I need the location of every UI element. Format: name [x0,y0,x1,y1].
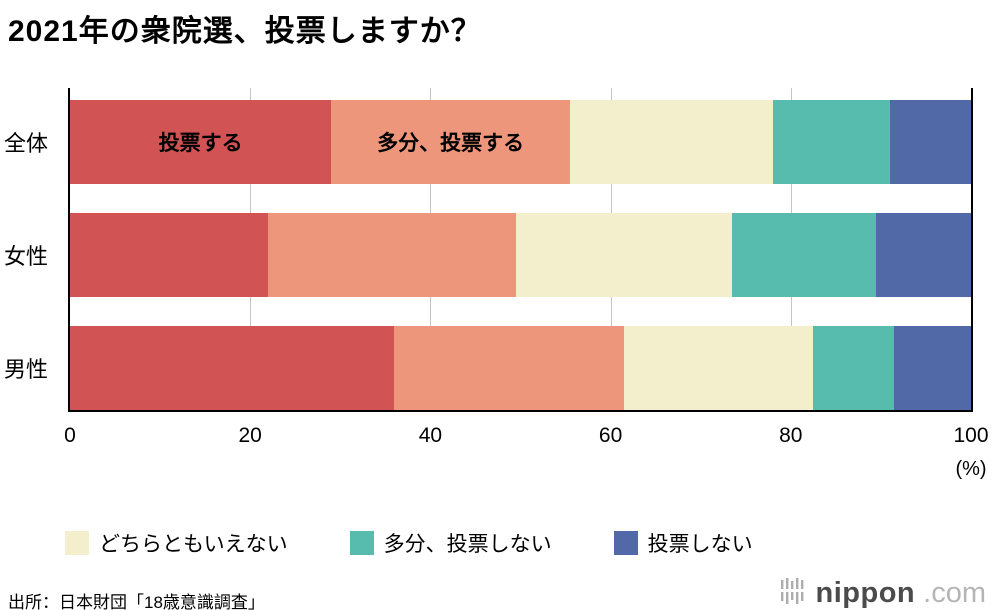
legend-label: 投票しない [647,533,753,556]
x-tick-label: 20 [238,424,262,447]
bar-segment [268,213,516,297]
logo-text-nippon: nippon [815,577,916,609]
legend-swatch [349,531,374,555]
bar-segment [70,213,269,297]
bar-segment [876,213,971,297]
bar-segment [70,326,395,410]
x-tick-label: 80 [779,424,803,447]
bar-segment [394,326,625,410]
bar-row-2 [70,326,971,410]
category-label: 全体 [4,131,49,156]
legend-label: 多分、投票しない [383,533,552,556]
plot-area: (%) 投票する 多分、投票する 全体女性男性 0 20 40 60 80 100 [4,88,989,480]
bar-segment [772,100,890,184]
x-tick-label: 40 [418,424,443,447]
legend-item: 投票しない [613,528,753,558]
legend-item: 多分、投票しない [349,528,552,558]
logo-text-com: .com [923,577,986,609]
bar-segment [732,213,877,297]
x-tick-label: 100 [953,424,989,447]
x-axis-unit: (%) [955,458,987,480]
bar-segment [813,326,895,410]
legend: どちらともいえない 多分、投票しない 投票しない [65,528,753,558]
logo-mark-icon [778,576,808,610]
bar-segment [889,100,971,184]
bar-segment [624,326,814,410]
page-title: 2021年の衆院選、投票しますか？ [8,15,482,48]
bar-segment-label: 多分、投票する [377,132,525,155]
legend-item: どちらともいえない [65,528,288,558]
legend-swatch [613,531,638,555]
bar-row-1 [70,213,971,297]
legend-label: どちらともいえない [99,533,288,556]
bar-row-0: 投票する 多分、投票する [70,100,971,184]
category-label: 男性 [4,357,49,382]
category-label: 女性 [4,244,49,269]
bar-segment [570,100,773,184]
bar-segment: 投票する [70,100,332,184]
x-tick-label: 0 [64,424,76,447]
x-tick-label: 60 [598,424,623,447]
bar-segment-label: 投票する [158,132,243,155]
bar-segment [515,213,733,297]
legend-swatch [65,531,89,555]
source-note: 出所：日本財団「18歳意識調査」 [8,593,265,610]
bar-segment: 多分、投票する [331,100,571,184]
nippon-logo: nippon .com [778,576,986,610]
bar-segment [894,326,971,410]
